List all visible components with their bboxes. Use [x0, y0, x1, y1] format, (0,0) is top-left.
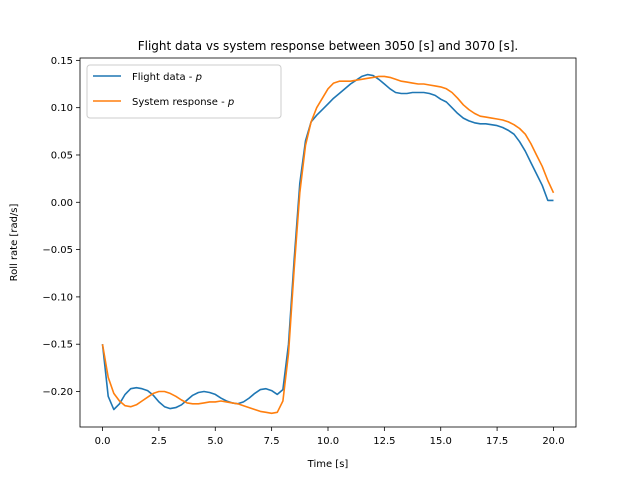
- legend-label-flight-data: Flight data - p: [132, 72, 202, 83]
- y-tick-label: −0.15: [42, 340, 73, 351]
- x-tick-label: 20.0: [542, 436, 564, 447]
- legend-box: [86, 64, 282, 119]
- x-axis-ticks: 0.0 2.5 5.0 7.5 10.0 12.5 15.0 17.5 20.0: [95, 427, 565, 447]
- x-tick-label: 17.5: [486, 436, 508, 447]
- y-tick-label: 0.10: [51, 103, 73, 114]
- x-tick-label: 5.0: [207, 436, 223, 447]
- x-tick-label: 0.0: [95, 436, 111, 447]
- x-axis-title: Time [s]: [307, 459, 349, 470]
- y-tick-label: 0.15: [51, 56, 73, 67]
- x-tick-label: 7.5: [264, 436, 280, 447]
- x-tick-label: 12.5: [373, 436, 395, 447]
- y-tick-label: −0.10: [42, 292, 73, 303]
- y-axis-ticks: −0.20 −0.15 −0.10 −0.05 0.00 0.05 0.10 0.15: [42, 56, 80, 398]
- legend-label-system-response-base: System response -: [132, 97, 228, 108]
- legend: Flight data - p System response - p: [86, 64, 282, 119]
- legend-label-flight-data-var: p: [195, 72, 202, 83]
- x-tick-label: 10.0: [317, 436, 339, 447]
- series-line-1: [101, 75, 555, 415]
- series-layer: [101, 73, 555, 415]
- legend-label-system-response: System response - p: [132, 97, 234, 108]
- chart-title: Flight data vs system response between 3…: [138, 39, 519, 53]
- y-tick-label: −0.20: [42, 387, 73, 398]
- x-tick-label: 15.0: [430, 436, 452, 447]
- legend-label-flight-data-base: Flight data -: [132, 72, 196, 83]
- y-axis-title: Roll rate [rad/s]: [9, 203, 20, 281]
- legend-label-system-response-var: p: [227, 97, 234, 108]
- y-tick-label: 0.05: [51, 150, 73, 161]
- y-tick-label: 0.00: [51, 198, 73, 209]
- y-tick-label: −0.05: [42, 245, 73, 256]
- x-tick-label: 2.5: [151, 436, 167, 447]
- series-line-0: [101, 73, 554, 411]
